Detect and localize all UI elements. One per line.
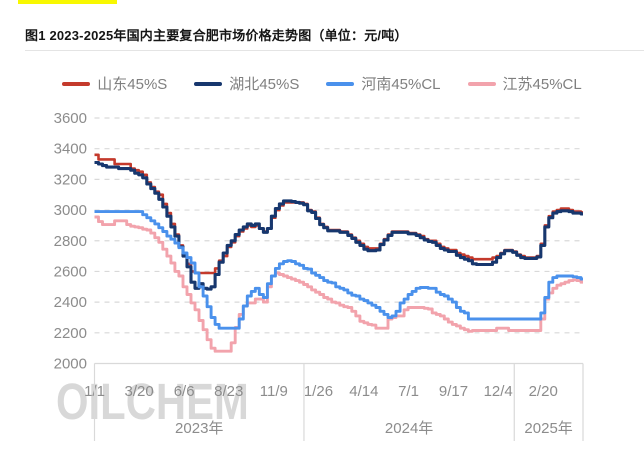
legend-line-swatch [194,81,223,86]
legend-item-3: 江苏45%CL [467,73,582,94]
legend-line-swatch [326,81,355,86]
y-tick-label: 3400 [54,141,87,158]
legend-line-swatch [62,81,91,86]
legend-label: 山东45%S [97,76,168,93]
y-tick-label: 2800 [54,233,87,250]
figure-title: 图1 2023-2025年国内主要复合肥市场价格走势图（单位：元/吨） [25,28,408,43]
x-tick-label: 9/17 [439,383,468,400]
legend-item-1: 湖北45%S [194,73,299,94]
legend-label: 河南45%CL [361,76,441,93]
x-tick-label: 7/1 [398,383,419,400]
chart-legend: 山东45%S 湖北45%S 河南45%CL 江苏45%CL [0,73,644,94]
year-label: 2023年 [175,420,223,437]
y-tick-label: 3200 [54,171,87,188]
year-label: 2025年 [524,420,572,437]
legend-line-swatch [467,81,496,86]
x-tick-label: 2/20 [529,383,558,400]
legend-label: 江苏45%CL [502,76,582,93]
x-tick-label: 1/26 [304,383,333,400]
legend-item-2: 河南45%CL [326,73,441,94]
year-label: 2024年 [385,420,433,437]
legend-item-0: 山东45%S [62,73,167,94]
legend-label: 湖北45%S [229,76,300,93]
x-tick-label: 12/4 [484,383,513,400]
x-tick-label: 11/9 [260,383,288,400]
series-line-1 [94,160,583,291]
y-tick-label: 2600 [54,263,87,280]
y-tick-label: 3600 [54,110,87,127]
x-tick-label: 8/23 [214,383,243,400]
y-tick-label: 2000 [54,356,87,373]
x-tick-label: 3/20 [125,383,154,400]
highlighted-text-remnant [18,0,117,4]
y-tick-label: 2400 [54,294,87,311]
oilchem-watermark: OILCHEM [56,373,249,430]
x-tick-label: 4/14 [349,383,378,400]
title-divider [25,50,644,51]
y-tick-label: 3000 [54,202,87,219]
series-line-3 [94,215,583,353]
y-tick-label: 2200 [54,325,87,342]
x-tick-label: 6/6 [174,383,195,400]
series-line-2 [94,210,583,330]
